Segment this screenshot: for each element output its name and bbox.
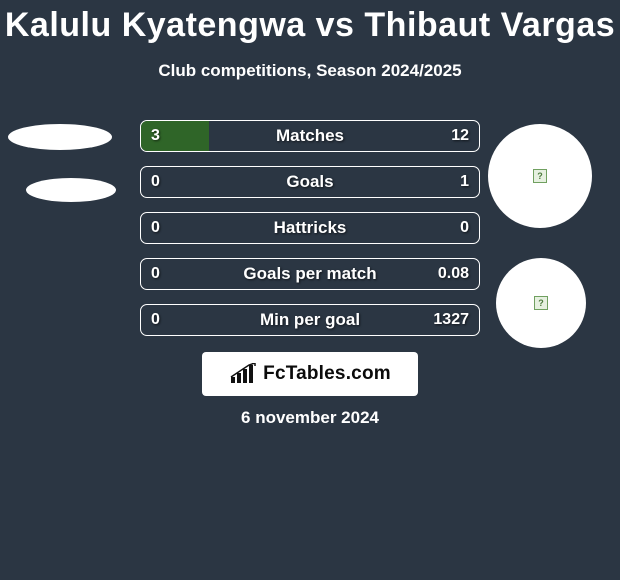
stat-row: 0Goals per match0.08: [140, 258, 480, 290]
left-ellipse-1: [8, 124, 112, 150]
stat-value-right: 1: [460, 167, 469, 197]
stat-value-left: 0: [151, 213, 160, 243]
stat-value-left: 0: [151, 167, 160, 197]
brand-text: FcTables.com: [263, 363, 391, 385]
stat-row: 0Min per goal1327: [140, 304, 480, 336]
snapshot-date: 6 november 2024: [0, 408, 620, 428]
page-subtitle: Club competitions, Season 2024/2025: [0, 61, 620, 81]
page-title: Kalulu Kyatengwa vs Thibaut Vargas: [0, 0, 620, 45]
brand-chart-icon: [229, 363, 257, 385]
placeholder-icon: ?: [533, 169, 547, 183]
stat-row: 0Hattricks0: [140, 212, 480, 244]
stat-row: 3Matches12: [140, 120, 480, 152]
stat-value-right: 1327: [433, 305, 469, 335]
placeholder-icon: ?: [534, 296, 548, 310]
stat-value-right: 12: [451, 121, 469, 151]
brand-box: FcTables.com: [202, 352, 418, 396]
right-circle-2: ?: [496, 258, 586, 348]
stat-row: 0Goals1: [140, 166, 480, 198]
stat-value-left: 0: [151, 259, 160, 289]
stat-label: Goals: [141, 167, 479, 197]
stat-label: Min per goal: [141, 305, 479, 335]
stats-area: 3Matches120Goals10Hattricks00Goals per m…: [140, 120, 480, 350]
stat-value-left: 0: [151, 305, 160, 335]
stat-label: Hattricks: [141, 213, 479, 243]
stat-value-right: 0: [460, 213, 469, 243]
right-circle-1: ?: [488, 124, 592, 228]
stat-value-left: 3: [151, 121, 160, 151]
stat-label: Goals per match: [141, 259, 479, 289]
left-ellipse-2: [26, 178, 116, 202]
stat-value-right: 0.08: [438, 259, 469, 289]
